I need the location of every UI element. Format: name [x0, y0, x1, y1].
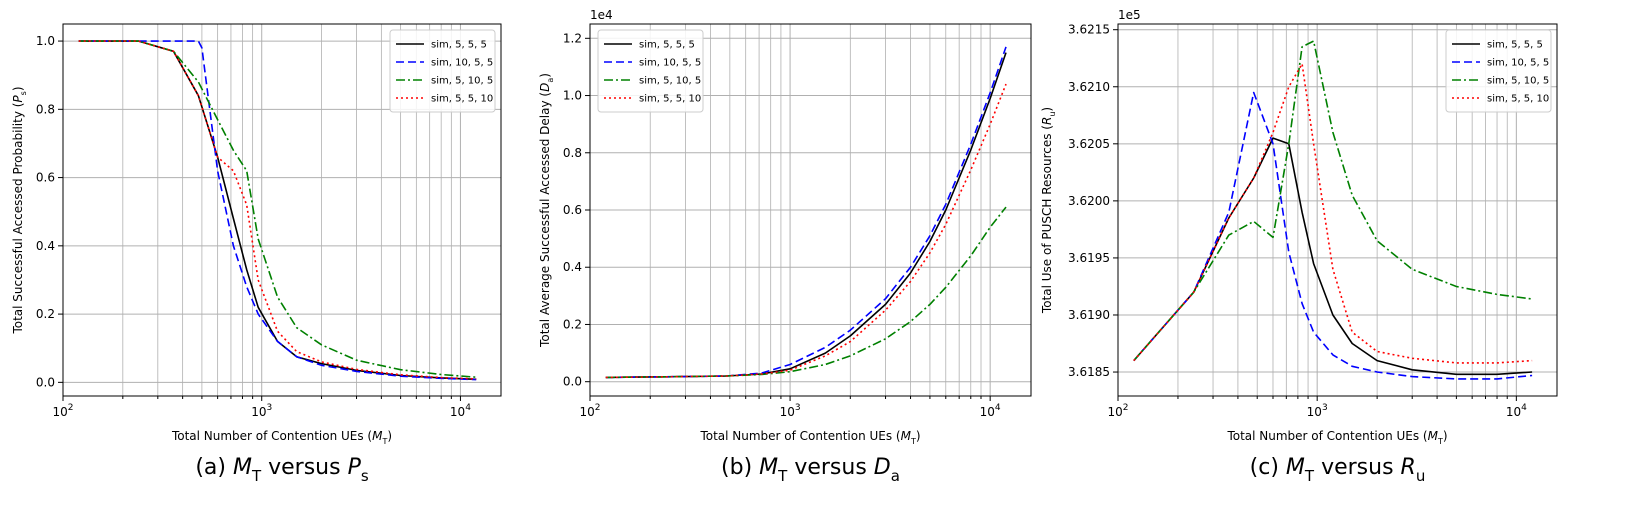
y-tick-label: 1.0	[36, 34, 55, 48]
x-axis: 102 103 104	[579, 396, 1001, 419]
legend-label: sim, 10, 5, 5	[431, 58, 493, 69]
y-axis-label: Total Successful Accessed Probability (P…	[11, 86, 28, 334]
legend-label: sim, 5, 5, 10	[431, 94, 493, 105]
series-line-2	[78, 40, 477, 381]
legend-label: sim, 10, 5, 5	[1487, 58, 1549, 69]
legend-label: sim, 5, 5, 10	[639, 94, 701, 105]
y-axis-label: Total Average Successful Accessed Delay …	[538, 73, 555, 348]
x-tick-label: 104	[1506, 403, 1527, 419]
x-tick-label: 103	[1307, 403, 1328, 419]
series-line-1	[1133, 137, 1533, 376]
x-axis-label: Total Number of Contention UEs (MT​)	[1226, 429, 1447, 446]
legend-label: sim, 5, 5, 5	[431, 40, 487, 51]
panel-caption: (a) MT​ versus Ps​	[195, 455, 369, 485]
y-tick-label: 0.2	[36, 307, 55, 321]
x-tick-label: 102	[579, 403, 600, 419]
legend: sim, 5, 5, 5 sim, 10, 5, 5 sim, 5, 10, 5 si…	[597, 29, 704, 113]
y-tick-label: 3.6195	[1068, 251, 1110, 265]
x-axis: 102 103 104	[1107, 396, 1527, 419]
legend-box	[389, 29, 496, 113]
legend-label: sim, 5, 10, 5	[1487, 76, 1549, 87]
y-offset-text: 1e4	[590, 8, 613, 22]
legend-label: sim, 5, 5, 5	[1487, 40, 1543, 51]
y-axis-label: Total Use of PUSCH Resources (Ru​)	[1040, 107, 1057, 314]
y-tick-label: 0.2	[563, 317, 582, 331]
panel-c: 102 103 1043.61853.61903.61953.62003.62053…	[1040, 8, 1558, 485]
y-axis: 0.0 0.2 0.4 0.6 0.8 1.0 1.2	[563, 31, 590, 389]
y-tick-label: 1.2	[563, 31, 582, 45]
y-tick-label: 0.8	[36, 102, 55, 116]
y-tick-label: 1.0	[563, 89, 582, 103]
y-tick-label: 0.0	[563, 375, 582, 389]
panel-caption: (b) MT​ versus Da​	[721, 455, 900, 485]
panel-a: 102 103 104 0.0 0.2 0.4 0.6 0.8 1.0 Total Number …	[11, 23, 502, 485]
legend: sim, 5, 5, 5 sim, 10, 5, 5 sim, 5, 10, 5 si…	[389, 29, 496, 113]
legend-box	[1445, 29, 1552, 113]
x-tick-label: 102	[52, 403, 73, 419]
y-tick-label: 0.6	[36, 171, 55, 185]
x-axis: 102 103 104	[52, 396, 471, 419]
plot-frame	[62, 23, 502, 397]
series-line-4	[1133, 63, 1533, 364]
x-tick-label: 104	[450, 403, 471, 419]
y-tick-label: 0.0	[36, 375, 55, 389]
y-tick-label: 0.8	[563, 146, 582, 160]
x-tick-label: 103	[780, 403, 801, 419]
plot-frame	[1117, 23, 1558, 397]
panel-b: 102 103 104 0.0 0.2 0.4 0.6 0.8 1.0 1.2 1e4 Total N…	[538, 8, 1032, 485]
y-tick-label: 3.6200	[1068, 194, 1110, 208]
series-line-4	[605, 83, 1007, 379]
legend: sim, 5, 5, 5 sim, 10, 5, 5 sim, 5, 10, 5 si…	[1445, 29, 1552, 113]
y-tick-label: 3.6190	[1068, 308, 1110, 322]
panel-caption: (c) MT​ versus Ru​	[1250, 455, 1426, 485]
legend-label: sim, 5, 10, 5	[431, 76, 493, 87]
y-tick-label: 3.6215	[1068, 23, 1110, 37]
legend-label: sim, 5, 10, 5	[639, 76, 701, 87]
series-line-3	[1133, 40, 1533, 362]
y-tick-label: 3.6185	[1068, 365, 1110, 379]
y-axis: 0.0 0.2 0.4 0.6 0.8 1.0	[36, 34, 63, 389]
series-line-2	[1133, 91, 1533, 380]
grid	[62, 24, 501, 396]
legend-box	[597, 29, 704, 113]
legend-label: sim, 10, 5, 5	[639, 58, 701, 69]
x-tick-label: 103	[251, 403, 272, 419]
legend-label: sim, 5, 5, 5	[639, 40, 695, 51]
x-tick-label: 104	[980, 403, 1001, 419]
y-offset-text: 1e5	[1118, 8, 1141, 22]
series-line-3	[78, 40, 477, 378]
y-tick-label: 0.4	[563, 260, 582, 274]
y-tick-label: 3.6210	[1068, 80, 1110, 94]
x-tick-label: 102	[1107, 403, 1128, 419]
x-axis-label: Total Number of Contention UEs (MT​)	[171, 429, 392, 446]
y-tick-label: 0.4	[36, 239, 55, 253]
y-tick-label: 0.6	[563, 203, 582, 217]
y-axis: 3.6185 3.6190 3.6195 3.6200 3.6205 3.6210 3.62…	[1068, 23, 1118, 379]
x-axis-label: Total Number of Contention UEs (MT​)	[699, 429, 920, 446]
y-tick-label: 3.6205	[1068, 137, 1110, 151]
legend-label: sim, 5, 5, 10	[1487, 94, 1549, 105]
